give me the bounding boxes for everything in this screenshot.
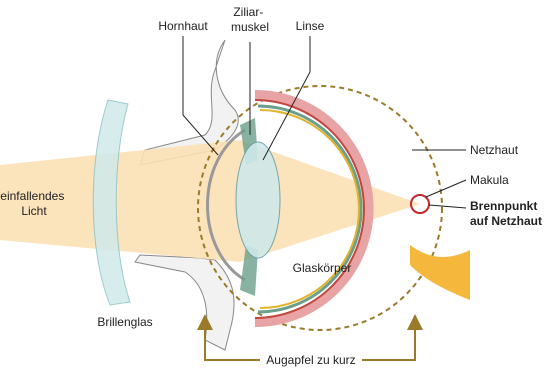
focus-marker: [410, 194, 430, 214]
leader-lines: [182, 36, 467, 209]
lens: [235, 141, 281, 259]
label: Glaskörper: [293, 261, 352, 275]
label: Brennpunkt auf Netzhaut: [470, 199, 542, 228]
label: Ziliar- muskel: [231, 5, 269, 34]
label: Augapfel zu kurz: [266, 353, 355, 367]
label: einfallendes Licht: [0, 189, 67, 218]
label: Netzhaut: [470, 143, 519, 157]
label-line: einfallendes: [0, 189, 64, 203]
size-bracket: [197, 314, 423, 361]
label: Makula: [470, 173, 509, 187]
eyeball: [254, 90, 470, 327]
label-line: Licht: [21, 204, 47, 218]
label-line: Brennpunkt: [470, 199, 537, 213]
label-line: muskel: [231, 20, 269, 34]
label-line: Ziliar-: [233, 5, 263, 19]
ciliary-muscle: [240, 245, 258, 296]
cornea: [206, 128, 246, 282]
label: Hornhaut: [158, 19, 208, 33]
label: Brillenglas: [97, 315, 152, 329]
normal-eye-outline: [197, 85, 443, 331]
label: Linse: [296, 19, 325, 33]
label-line: auf Netzhaut: [470, 214, 542, 228]
glasses-lens: [92, 99, 131, 306]
